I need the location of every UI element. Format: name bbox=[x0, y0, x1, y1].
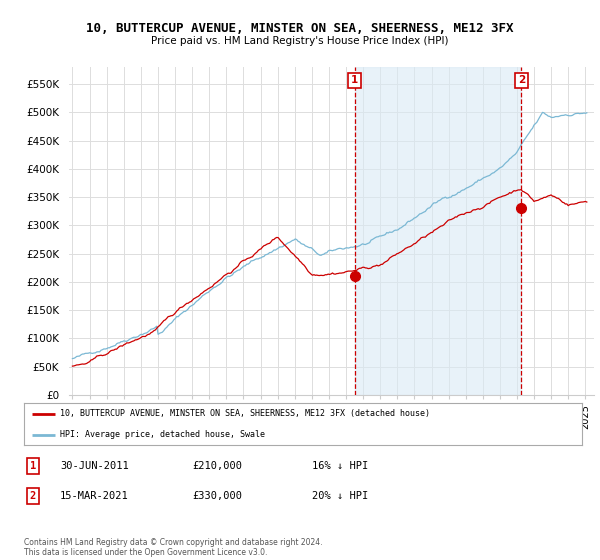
Text: 2: 2 bbox=[518, 76, 525, 85]
Text: 1: 1 bbox=[351, 76, 358, 85]
Text: Contains HM Land Registry data © Crown copyright and database right 2024.
This d: Contains HM Land Registry data © Crown c… bbox=[24, 538, 323, 557]
Text: 15-MAR-2021: 15-MAR-2021 bbox=[60, 491, 129, 501]
Text: HPI: Average price, detached house, Swale: HPI: Average price, detached house, Swal… bbox=[60, 430, 265, 439]
Text: £330,000: £330,000 bbox=[192, 491, 242, 501]
Text: Price paid vs. HM Land Registry's House Price Index (HPI): Price paid vs. HM Land Registry's House … bbox=[151, 36, 449, 46]
Text: 20% ↓ HPI: 20% ↓ HPI bbox=[312, 491, 368, 501]
Bar bbox=[355, 67, 521, 395]
Text: 1: 1 bbox=[30, 461, 36, 471]
Text: 2: 2 bbox=[30, 491, 36, 501]
Text: 30-JUN-2011: 30-JUN-2011 bbox=[60, 461, 129, 471]
Text: 10, BUTTERCUP AVENUE, MINSTER ON SEA, SHEERNESS, ME12 3FX: 10, BUTTERCUP AVENUE, MINSTER ON SEA, SH… bbox=[86, 22, 514, 35]
Text: £210,000: £210,000 bbox=[192, 461, 242, 471]
Text: 16% ↓ HPI: 16% ↓ HPI bbox=[312, 461, 368, 471]
Text: 10, BUTTERCUP AVENUE, MINSTER ON SEA, SHEERNESS, ME12 3FX (detached house): 10, BUTTERCUP AVENUE, MINSTER ON SEA, SH… bbox=[60, 409, 430, 418]
